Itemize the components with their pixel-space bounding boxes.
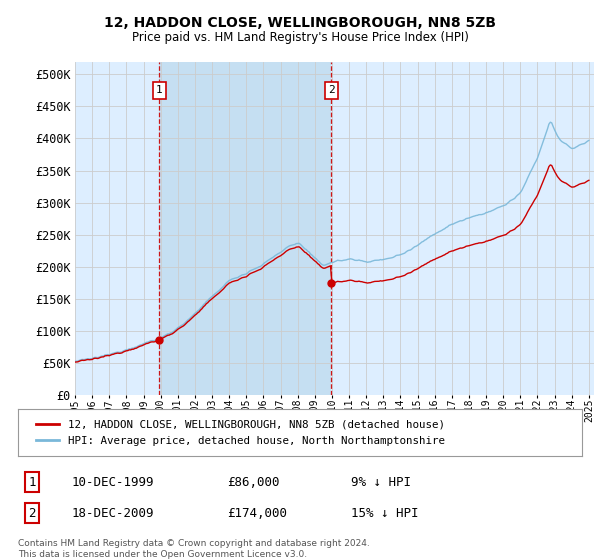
Text: 12, HADDON CLOSE, WELLINGBOROUGH, NN8 5ZB: 12, HADDON CLOSE, WELLINGBOROUGH, NN8 5Z… xyxy=(104,16,496,30)
Text: 1: 1 xyxy=(156,86,163,95)
Bar xyxy=(159,62,331,395)
Text: 18-DEC-2009: 18-DEC-2009 xyxy=(71,507,154,520)
Text: Contains HM Land Registry data © Crown copyright and database right 2024.: Contains HM Land Registry data © Crown c… xyxy=(18,539,370,548)
Text: 9% ↓ HPI: 9% ↓ HPI xyxy=(351,475,411,489)
Text: This data is licensed under the Open Government Licence v3.0.: This data is licensed under the Open Gov… xyxy=(18,550,307,559)
Legend: 12, HADDON CLOSE, WELLINGBOROUGH, NN8 5ZB (detached house), HPI: Average price, : 12, HADDON CLOSE, WELLINGBOROUGH, NN8 5Z… xyxy=(29,413,452,452)
Text: 10-DEC-1999: 10-DEC-1999 xyxy=(71,475,154,489)
Text: Price paid vs. HM Land Registry's House Price Index (HPI): Price paid vs. HM Land Registry's House … xyxy=(131,31,469,44)
Text: £174,000: £174,000 xyxy=(227,507,287,520)
Text: 2: 2 xyxy=(328,86,335,95)
Text: 15% ↓ HPI: 15% ↓ HPI xyxy=(351,507,418,520)
Text: 1: 1 xyxy=(28,475,36,489)
Text: 2: 2 xyxy=(28,507,36,520)
Text: £86,000: £86,000 xyxy=(227,475,279,489)
